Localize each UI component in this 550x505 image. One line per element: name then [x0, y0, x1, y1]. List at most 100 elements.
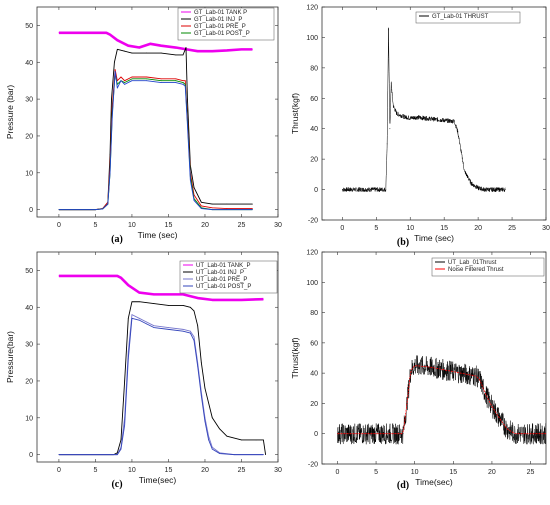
x-tick-label: 0	[340, 225, 344, 232]
legend-label: GT_Lab-01 TANK P	[194, 10, 247, 16]
data-point	[241, 299, 242, 301]
data-point	[265, 454, 266, 456]
data-point	[187, 98, 188, 100]
data-point	[160, 82, 162, 83]
data-point	[184, 85, 186, 87]
chart-panel-d: 0 5 10 15 20 25 -20 0 20 40 60 80 100 120 Time(sec) Thr…	[290, 250, 547, 491]
y-tick-label: 40	[310, 371, 318, 378]
data-point	[208, 435, 210, 437]
y-tick-label: 60	[310, 96, 318, 103]
y-tick-label: 100	[306, 35, 318, 42]
legend-box	[177, 7, 275, 41]
data-point	[200, 201, 202, 203]
data-point	[450, 120, 452, 122]
data-point	[182, 293, 184, 295]
data-point	[124, 83, 126, 85]
data-point	[252, 209, 253, 211]
data-point	[116, 80, 118, 82]
x-axis-label: Time (sec)	[138, 230, 178, 240]
plot-area	[58, 274, 267, 456]
data-point	[120, 277, 122, 279]
data-point	[226, 203, 228, 205]
data-point	[114, 71, 116, 72]
data-point	[146, 76, 147, 78]
x-tick-label: 5	[93, 222, 97, 229]
data-point	[241, 439, 242, 441]
data-point	[116, 48, 118, 50]
y-axis-label: Pressure(bar)	[5, 331, 15, 383]
data-point	[182, 330, 184, 332]
x-tick-label: 25	[527, 469, 535, 476]
x-tick-label: 10	[406, 225, 414, 232]
data-point	[109, 172, 111, 174]
series-line-gt-lab-01-thrust	[342, 27, 506, 193]
data-point	[138, 301, 140, 303]
legend-label: GT_Lab-01 INJ_P	[194, 17, 242, 23]
data-point	[464, 170, 465, 172]
plot-frame	[321, 6, 547, 221]
y-tick-label: 0	[29, 452, 33, 459]
data-point	[193, 187, 195, 188]
data-point	[124, 424, 126, 426]
data-point	[149, 43, 151, 45]
x-tick-label: 5	[374, 469, 378, 476]
y-tick-label: 80	[310, 65, 318, 72]
data-point	[175, 80, 177, 82]
data-point	[204, 421, 206, 422]
data-point	[114, 69, 116, 71]
data-point	[193, 200, 195, 201]
plot-area	[341, 27, 506, 193]
x-axis-label: Time (sec)	[414, 233, 454, 243]
data-point	[160, 80, 162, 82]
data-point	[197, 297, 199, 299]
x-tick-label: 30	[274, 467, 282, 474]
data-point	[252, 203, 253, 205]
data-point	[211, 203, 213, 205]
legend-label: GT_Lab-01 POST_P	[194, 31, 250, 37]
data-point	[182, 83, 184, 85]
y-tick-label: 100	[306, 280, 318, 287]
data-point	[406, 403, 408, 404]
y-axis-label: Pressure (bar)	[5, 85, 15, 139]
data-point	[403, 116, 404, 117]
data-point	[460, 151, 462, 152]
data-point	[182, 54, 184, 56]
data-point	[182, 328, 184, 330]
panel-caption: (a)	[111, 234, 123, 245]
y-tick-label: 20	[310, 401, 318, 408]
data-point	[197, 325, 199, 327]
y-tick-label: 10	[25, 170, 33, 177]
data-point	[111, 117, 113, 118]
data-point	[116, 452, 118, 454]
legend-label: UT_Lab-01 PRE_P	[196, 277, 247, 283]
x-tick-label: 20	[201, 222, 209, 229]
data-point	[189, 179, 191, 181]
data-point	[396, 113, 398, 114]
x-tick-label: 25	[508, 225, 516, 232]
data-point	[200, 395, 202, 397]
data-point	[127, 284, 129, 286]
x-tick-label: 5	[374, 225, 378, 232]
data-point	[211, 209, 213, 211]
y-tick-label: 30	[25, 97, 33, 104]
data-point	[208, 439, 210, 441]
y-tick-label: 10	[25, 415, 33, 422]
y-tick-label: 0	[314, 187, 318, 194]
data-point	[168, 328, 169, 330]
data-point	[175, 47, 177, 48]
x-axis-label: Time(sec)	[139, 475, 177, 485]
data-point	[211, 417, 213, 419]
y-tick-label: 20	[25, 378, 33, 385]
data-point	[175, 78, 177, 80]
plot-area	[337, 355, 546, 445]
x-tick-label: 20	[488, 469, 496, 476]
panel-caption: (c)	[111, 479, 122, 490]
data-point	[138, 292, 140, 293]
x-tick-label: 0	[57, 222, 61, 229]
data-point	[160, 78, 162, 80]
x-tick-label: 15	[165, 467, 173, 474]
legend-label: GT_Lab-01 PRE_P	[194, 24, 246, 30]
data-point	[204, 387, 206, 389]
data-point	[414, 365, 416, 366]
data-point	[499, 418, 501, 419]
